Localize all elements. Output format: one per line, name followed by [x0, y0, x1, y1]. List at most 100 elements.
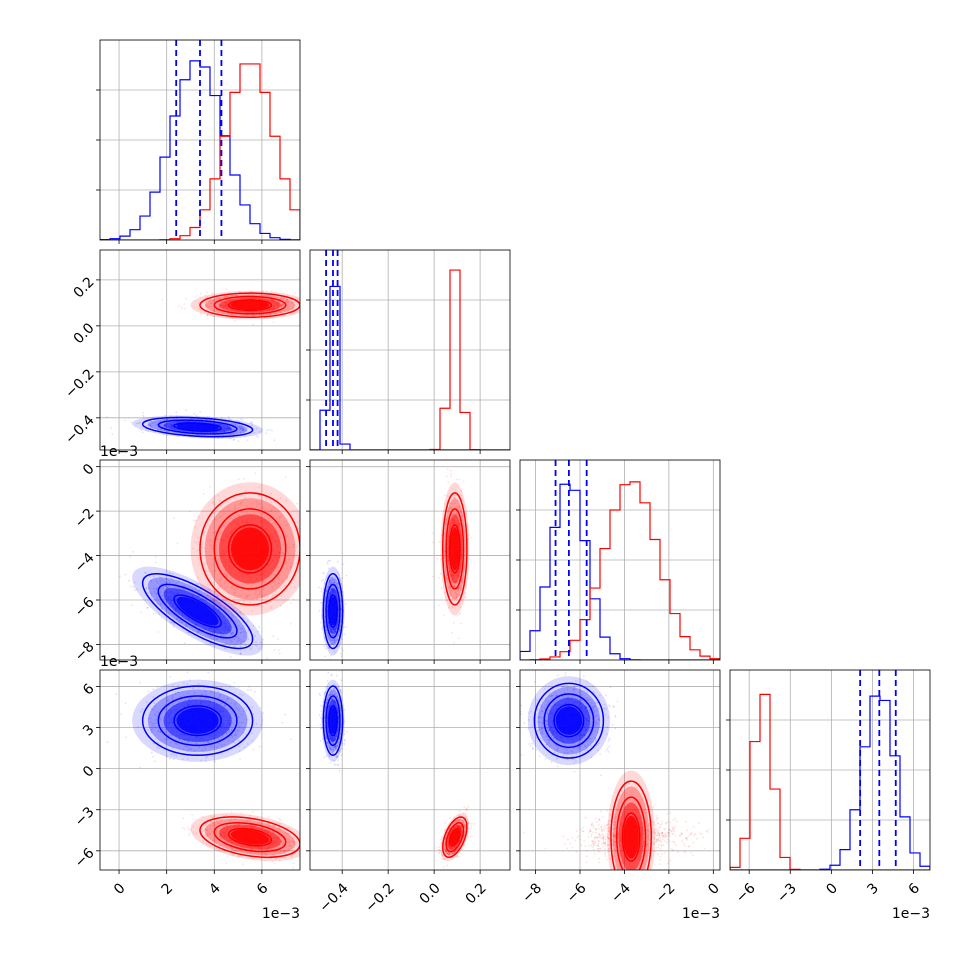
scatter-point	[238, 478, 240, 480]
scatter-point	[177, 542, 179, 544]
scatter-point	[345, 603, 347, 605]
scatter-point	[343, 633, 345, 635]
scatter-point	[225, 288, 227, 290]
scatter-point	[175, 411, 177, 413]
scatter-point	[319, 610, 321, 612]
scatter-point	[345, 626, 347, 628]
scatter-point	[229, 630, 231, 632]
scatter-point	[341, 577, 343, 579]
y-tick-label: 0	[80, 461, 98, 479]
scatter-point	[318, 560, 320, 562]
scatter-point	[237, 440, 239, 442]
scatter-point	[340, 653, 342, 655]
scatter-point	[432, 575, 434, 577]
scatter-point	[269, 429, 271, 431]
scatter-point	[157, 631, 159, 633]
scatter-point	[134, 589, 136, 591]
scatter-point	[446, 475, 448, 477]
scatter-point	[142, 414, 144, 416]
scatter-point	[245, 622, 247, 624]
scatter-point	[463, 480, 465, 482]
scatter-point	[265, 432, 267, 434]
scatter-point	[460, 612, 462, 614]
density-fill-b	[231, 528, 269, 571]
scatter-point	[143, 416, 145, 418]
scatter-point	[438, 604, 440, 606]
scatter-point	[303, 472, 305, 474]
scatter-point	[247, 439, 249, 441]
scatter-point	[284, 714, 286, 716]
scatter-point	[228, 416, 230, 418]
density-fill-b	[450, 528, 459, 571]
y-tick-label: −0.2	[62, 366, 97, 401]
scatter-point	[125, 736, 127, 738]
scatter-point	[155, 562, 157, 564]
scatter-point	[185, 409, 187, 411]
scatter-point	[321, 580, 323, 582]
scatter-point	[266, 657, 268, 659]
scatter-point	[256, 435, 258, 437]
scatter-point	[258, 626, 260, 628]
scatter-point	[450, 473, 452, 475]
scatter-point	[318, 306, 320, 308]
scatter-point	[193, 413, 195, 415]
scatter-point	[140, 612, 142, 614]
scatter-point	[243, 478, 245, 480]
scatter-point	[254, 644, 256, 646]
scatter-point	[312, 588, 314, 590]
scatter-point	[277, 638, 279, 640]
scatter-point	[234, 320, 236, 322]
scatter-point	[242, 419, 244, 421]
scatter-point	[271, 671, 273, 673]
density-fill-b	[231, 301, 269, 310]
scatter-point	[458, 479, 460, 481]
scatter-point	[307, 568, 309, 570]
scatter-point	[255, 472, 257, 474]
y-tick-label: −6	[72, 594, 98, 620]
scatter-point	[303, 576, 305, 578]
y-tick-label: −8	[72, 639, 98, 665]
scatter-point	[262, 639, 264, 641]
scatter-point	[443, 615, 445, 617]
scatter-point	[465, 596, 467, 598]
scatter-point	[252, 324, 254, 326]
scatter-point	[251, 421, 253, 423]
scatter-point	[431, 532, 433, 534]
scatter-point	[215, 638, 217, 640]
panel-2-2	[520, 460, 720, 660]
scatter-point	[240, 418, 242, 420]
scatter-point	[342, 650, 344, 652]
scatter-point	[285, 476, 287, 478]
scatter-point	[453, 622, 455, 624]
scatter-point	[290, 623, 292, 625]
scatter-point	[304, 297, 306, 299]
scatter-point	[203, 629, 205, 631]
scatter-point	[331, 663, 333, 665]
scatter-point	[323, 573, 325, 575]
scatter-point	[273, 321, 275, 323]
scatter-point	[457, 615, 459, 617]
scatter-point	[321, 590, 323, 592]
scatter-point	[308, 311, 310, 313]
scatter-point	[295, 292, 297, 294]
scatter-point	[444, 494, 446, 496]
scatter-point	[206, 292, 208, 294]
scatter-point	[439, 541, 441, 543]
scatter-point	[315, 309, 317, 311]
scatter-point	[111, 433, 113, 435]
scatter-point	[447, 468, 449, 470]
scatter-point	[233, 439, 235, 441]
scatter-point	[131, 604, 133, 606]
scatter-point	[189, 510, 191, 512]
scatter-point	[142, 412, 144, 414]
scatter-point	[335, 663, 337, 665]
scatter-point	[124, 574, 126, 576]
scatter-point	[184, 308, 186, 310]
y-tick-label: −4	[72, 550, 98, 576]
scatter-point	[167, 587, 169, 589]
scatter-point	[316, 311, 318, 313]
scatter-point	[319, 602, 321, 604]
scatter-point	[450, 476, 452, 478]
scatter-point	[203, 493, 205, 495]
